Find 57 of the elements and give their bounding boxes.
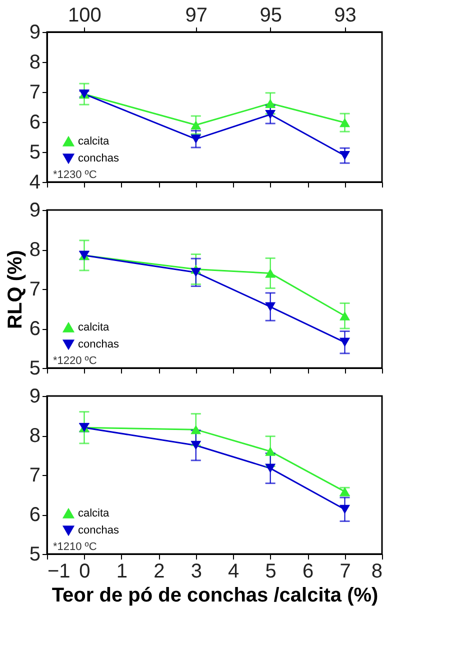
annotation: *1230 ºC	[53, 169, 97, 181]
point	[340, 118, 350, 128]
legend-label: calcita	[78, 508, 110, 520]
legend-label: conchas	[78, 338, 120, 350]
y-tick-label: 5	[29, 142, 40, 164]
point	[265, 464, 276, 473]
y-tick-label: 7	[29, 464, 40, 486]
legend-label: conchas	[78, 524, 120, 536]
point	[190, 425, 202, 434]
y-tick-label: 9	[29, 200, 40, 222]
x-axis-title: Teor de pó de conchas /calcita (%)	[52, 584, 378, 606]
legend-label: calcita	[78, 322, 110, 334]
y-tick-label: 7	[29, 278, 40, 300]
x-tick-label: 8	[371, 560, 382, 582]
x2-tick-label: 100	[68, 4, 102, 26]
point	[265, 446, 276, 456]
y-tick-label: 8	[29, 239, 40, 261]
y-tick-label: 6	[29, 504, 40, 526]
x-tick-label: 2	[154, 560, 165, 582]
x-tick-label: −1	[48, 560, 70, 582]
y-tick-label: 7	[29, 82, 40, 104]
point	[265, 268, 276, 278]
legend-label: calcita	[78, 136, 110, 148]
y-tick-label: 4	[29, 172, 40, 194]
y-tick-label: 5	[29, 358, 40, 380]
y-tick-label: 8	[29, 425, 40, 447]
y-tick-label: 9	[29, 22, 40, 44]
point	[265, 98, 276, 108]
y-tick-label: 6	[29, 318, 40, 340]
y-tick-label: 6	[29, 112, 40, 134]
x2-tick-label: 95	[260, 4, 282, 26]
y-tick-label: 8	[29, 52, 40, 74]
x-tick-label: 7	[340, 560, 351, 582]
point	[190, 120, 202, 130]
point	[190, 134, 202, 144]
y-axis-title: RLQ (%)	[4, 250, 26, 329]
x-tick-label: 5	[265, 560, 276, 582]
y-tick-label: 5	[29, 544, 40, 566]
point	[190, 440, 202, 450]
annotation: *1210 ºC	[53, 541, 97, 553]
point	[340, 151, 350, 160]
x2-tick-label: 97	[185, 4, 208, 26]
point	[190, 268, 202, 277]
point	[265, 302, 276, 312]
x-tick-label: 6	[302, 560, 314, 582]
x-tick-label: 1	[116, 560, 128, 582]
point	[340, 338, 350, 347]
x2-tick-label: 93	[334, 4, 356, 26]
x-tick-label: 0	[79, 560, 90, 582]
point	[340, 504, 350, 514]
point	[340, 311, 350, 320]
point	[265, 110, 276, 120]
y-tick-label: 9	[29, 386, 40, 408]
annotation: *1220 ºC	[53, 355, 97, 367]
x-tick-label: 4	[228, 560, 240, 582]
x-tick-label: 3	[190, 560, 202, 582]
legend-label: conchas	[78, 152, 120, 164]
